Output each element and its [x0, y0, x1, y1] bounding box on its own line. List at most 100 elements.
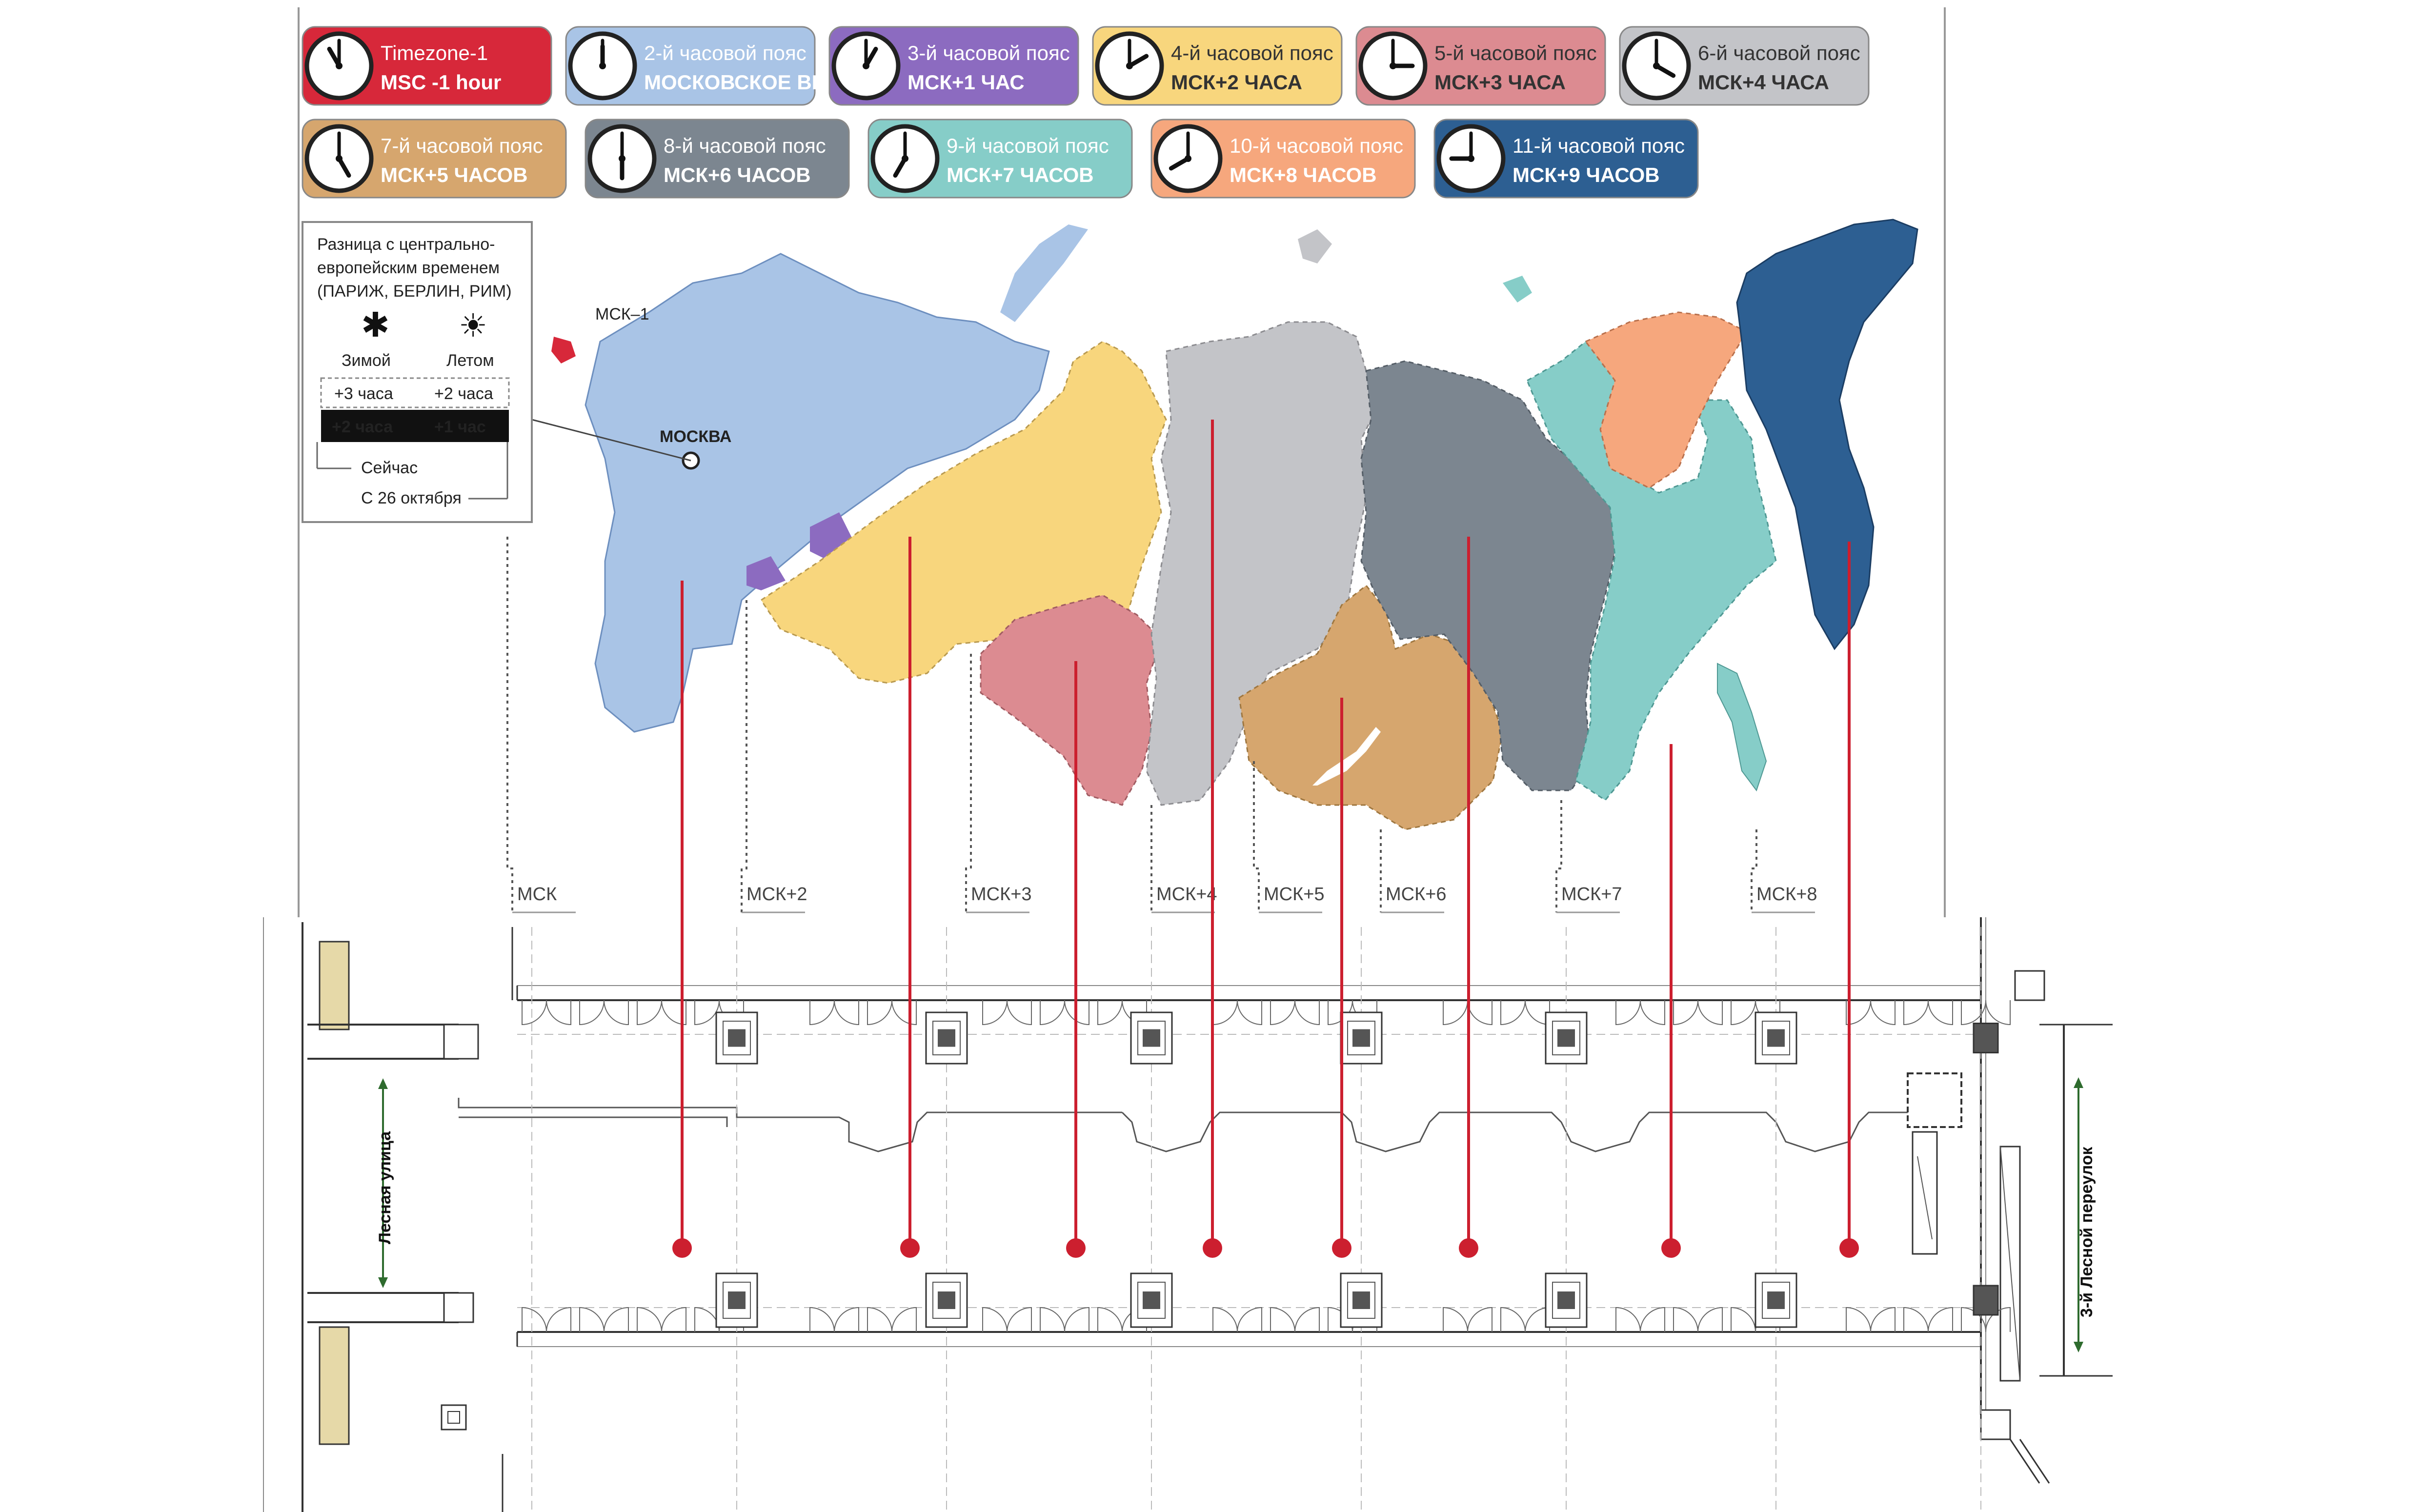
door-swing — [1731, 1307, 1756, 1332]
zone-tag-4: МСК+4 — [1150, 805, 1217, 913]
legend-subtitle: МСК+2 ЧАСА — [1171, 71, 1302, 94]
zone-tag-7: МСК+7 — [1555, 800, 1622, 913]
door-swing — [1237, 1307, 1262, 1332]
now-winter-value: +2 часа — [332, 418, 393, 436]
zone-tag-label: МСК+5 — [1264, 884, 1325, 905]
column — [1754, 1272, 1797, 1328]
door-swing — [1673, 1000, 1698, 1026]
zone-tag-label: МСК+4 — [1156, 884, 1217, 905]
left-street-label: Лесная улица — [376, 1131, 394, 1244]
floor-plan: Лесная улица 3-й Лесной переулок — [263, 917, 2113, 1512]
column — [1340, 1272, 1383, 1328]
door-swing — [1212, 1000, 1238, 1026]
legend-item-9: 9-й часовой пояс МСК+7 ЧАСОВ — [867, 119, 1133, 199]
door-swing — [1294, 1307, 1320, 1332]
door-swing — [891, 1000, 917, 1026]
zone-tag-label: МСК+8 — [1756, 884, 1817, 905]
door-swing — [1673, 1307, 1698, 1332]
info-heading-2: европейским временем — [317, 259, 500, 277]
legend-item-6: 6-й часовой пояс МСК+4 ЧАСА — [1619, 26, 1870, 106]
region-msk3 — [980, 594, 1162, 806]
zone-connectors — [672, 420, 1859, 1258]
door-swing — [1961, 1000, 1986, 1026]
region-msk7 — [1526, 341, 1777, 801]
summer-label: Летом — [446, 351, 494, 370]
zone-tag-6: МСК+6 — [1380, 829, 1447, 913]
door-swing — [1270, 1000, 1295, 1026]
door-swing — [1697, 1307, 1723, 1332]
door-swing — [1097, 1000, 1123, 1026]
door-swing — [809, 1000, 835, 1026]
legend-item-8: 8-й часовой пояс МСК+6 ЧАСОВ — [585, 119, 850, 199]
moscow-callout-line — [531, 419, 691, 462]
legend-title: Timezone-1 — [381, 41, 488, 64]
door-swing — [867, 1000, 892, 1026]
door-swing — [1928, 1000, 1953, 1026]
region-msk2 — [760, 341, 1167, 684]
connector-dot — [1332, 1238, 1351, 1258]
door-swing — [1443, 1307, 1468, 1332]
column — [1754, 1011, 1797, 1065]
end-column — [1973, 1285, 1999, 1316]
legend-subtitle: МСК+1 ЧАС — [908, 71, 1025, 94]
station-columns — [715, 1011, 1999, 1328]
door-swing — [1294, 1000, 1320, 1026]
connector-dot — [1661, 1238, 1681, 1258]
zone-tag-8: МСК+8 — [1751, 829, 1817, 913]
legend-item-4: 4-й часовой пояс МСК+2 ЧАСА — [1092, 26, 1343, 106]
door-swing — [661, 1307, 686, 1332]
door-swing — [1985, 1000, 2011, 1026]
door-swing — [834, 1000, 859, 1026]
legend-subtitle: МСК+5 ЧАСОВ — [381, 163, 528, 186]
zone-tag-label: МСК+3 — [971, 884, 1032, 905]
from-summer-value: +2 часа — [434, 384, 493, 403]
door-swing — [867, 1307, 892, 1332]
legend-subtitle: MSC -1 hour — [381, 71, 501, 94]
door-swing — [1040, 1307, 1065, 1332]
zone-tag-1: МСК — [506, 537, 576, 913]
door-swing — [1903, 1000, 1929, 1026]
region-msk4 — [1146, 321, 1377, 806]
region-msk6 — [1360, 360, 1621, 791]
snowflake-icon: ✱ — [361, 305, 390, 345]
door-swing — [1064, 1000, 1089, 1026]
winter-label: Зимой — [342, 351, 391, 370]
legend-subtitle: МСК+9 ЧАСОВ — [1512, 163, 1660, 186]
column — [925, 1272, 968, 1328]
column — [1130, 1011, 1173, 1065]
connector-dot — [1839, 1238, 1859, 1258]
connector-dot — [672, 1238, 692, 1258]
lake-baikal — [1312, 727, 1381, 786]
sun-icon: ☀ — [459, 307, 487, 344]
connector-4 — [1203, 420, 1222, 1258]
door-swing — [1467, 1307, 1492, 1332]
legend-subtitle: МСК+8 ЧАСОВ — [1230, 163, 1377, 186]
column — [715, 1011, 758, 1065]
door-swing — [546, 1307, 571, 1332]
column — [715, 1272, 758, 1328]
island-novosibirsk — [1503, 276, 1532, 302]
door-swing — [1870, 1000, 1896, 1026]
legend-item-7: 7-й часовой пояс МСК+5 ЧАСОВ — [302, 119, 567, 199]
connector-dot — [1066, 1238, 1086, 1258]
connector-dot — [1459, 1238, 1478, 1258]
column — [925, 1011, 968, 1065]
connector-2 — [900, 537, 920, 1258]
connector-6 — [1459, 537, 1478, 1258]
zone-tag-label: МСК — [517, 884, 557, 905]
legend-title: 3-й часовой пояс — [908, 41, 1070, 64]
from-label: С 26 октября — [361, 489, 462, 507]
from-winter-value: +3 часа — [334, 384, 393, 403]
column — [1340, 1011, 1383, 1065]
door-swing — [637, 1000, 662, 1026]
connector-8 — [1839, 542, 1859, 1258]
door-swing — [522, 1000, 547, 1026]
legend-item-3: 3-й часовой пояс МСК+1 ЧАС — [828, 26, 1079, 106]
door-swing — [546, 1000, 571, 1026]
legend-title: 4-й часовой пояс — [1171, 41, 1333, 64]
door-swing — [1270, 1307, 1295, 1332]
door-swing — [1097, 1307, 1123, 1332]
